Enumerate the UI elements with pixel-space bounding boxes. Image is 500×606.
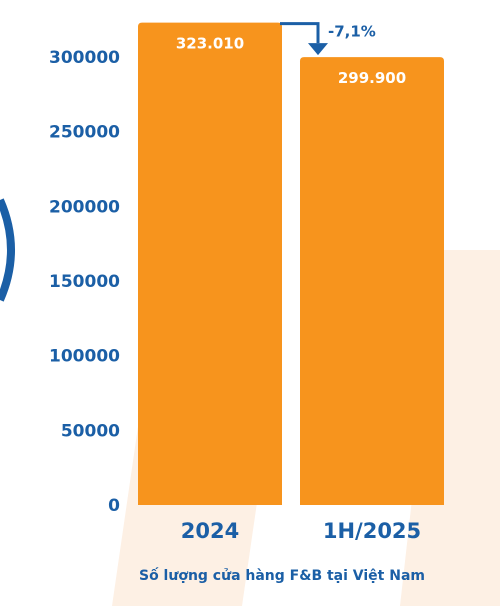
y-tick-label: 150000 [49,272,120,292]
bar-data-label: 299.900 [338,69,406,87]
chart-title: Số lượng cửa hàng F&B tại Việt Nam [139,567,425,584]
watermark-stroke-right [400,250,500,606]
y-tick-label: 200000 [49,197,120,217]
y-tick-label: 100000 [49,347,120,367]
y-axis-ticks: 0 50000 100000 150000 200000 250000 300000 [49,48,120,516]
y-tick-label: 50000 [61,421,120,441]
change-arrow-head [308,43,328,56]
change-arrow [280,22,320,44]
bar-data-label: 323.010 [176,35,244,53]
y-tick-label: 250000 [49,123,120,143]
bars [138,22,444,506]
x-tick-label: 1H/2025 [323,519,421,543]
bar-2024 [138,22,282,506]
x-axis-ticks: 2024 1H/2025 [181,519,421,543]
left-edge-arc [0,198,15,302]
x-tick-label: 2024 [181,519,239,543]
y-tick-label: 300000 [49,48,120,68]
y-tick-label: 0 [108,496,120,516]
change-label: -7,1% [328,23,376,41]
bar-1h-2025 [300,57,444,506]
data-labels: 323.010 299.900 [176,35,406,88]
